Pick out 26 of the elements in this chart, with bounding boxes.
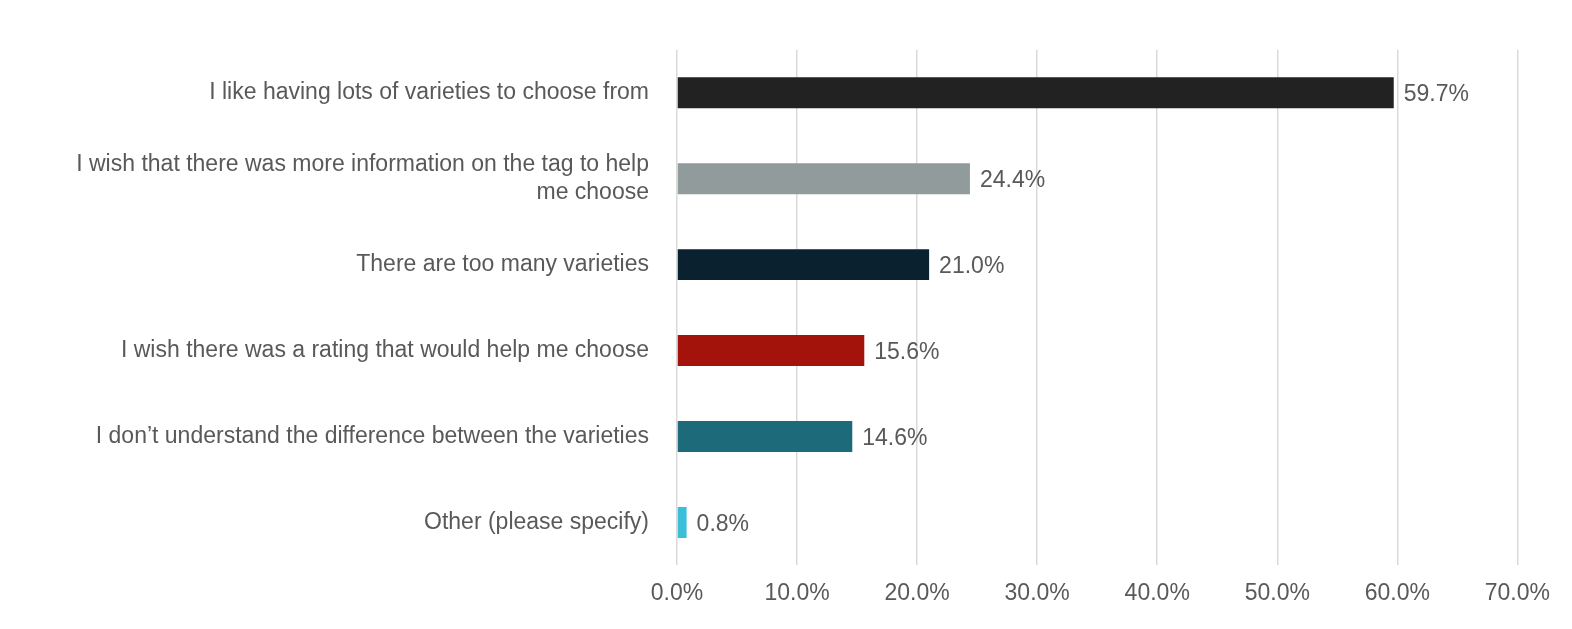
data-label: 15.6%	[874, 337, 940, 364]
x-tick-label: 10.0%	[764, 578, 830, 605]
bar	[677, 506, 687, 538]
data-label: 24.4%	[979, 166, 1046, 193]
bar	[677, 163, 970, 195]
x-tick-label: 30.0%	[1004, 578, 1070, 605]
y-tick-label: I like having lots of varieties to choose from	[209, 78, 649, 105]
bar	[677, 77, 1394, 109]
x-tick-label: 20.0%	[884, 578, 950, 605]
y-tick-label: I don’t understand the difference between the varieties	[95, 421, 649, 448]
x-tick-label: 70.0%	[1484, 578, 1550, 605]
y-tick-label: Other (please specify)	[424, 507, 649, 534]
y-tick-label: I wish there was a rating that would help me choose	[120, 335, 649, 362]
data-label: 59.7%	[1403, 80, 1469, 107]
x-tick-label: 50.0%	[1244, 578, 1310, 605]
y-tick-label: There are too many varieties	[356, 249, 649, 276]
data-label: 14.6%	[862, 423, 928, 450]
x-tick-label: 40.0%	[1124, 578, 1190, 605]
bar	[677, 421, 853, 452]
data-label: 0.8%	[696, 509, 750, 536]
y-tick-label: I wish that there was more information on the tag to help me choose	[76, 150, 649, 204]
x-tick-label: 60.0%	[1364, 578, 1430, 605]
x-tick-label: 0.0%	[650, 578, 704, 605]
bar	[677, 249, 930, 281]
bar	[677, 335, 865, 367]
data-label: 21.0%	[939, 251, 1005, 278]
